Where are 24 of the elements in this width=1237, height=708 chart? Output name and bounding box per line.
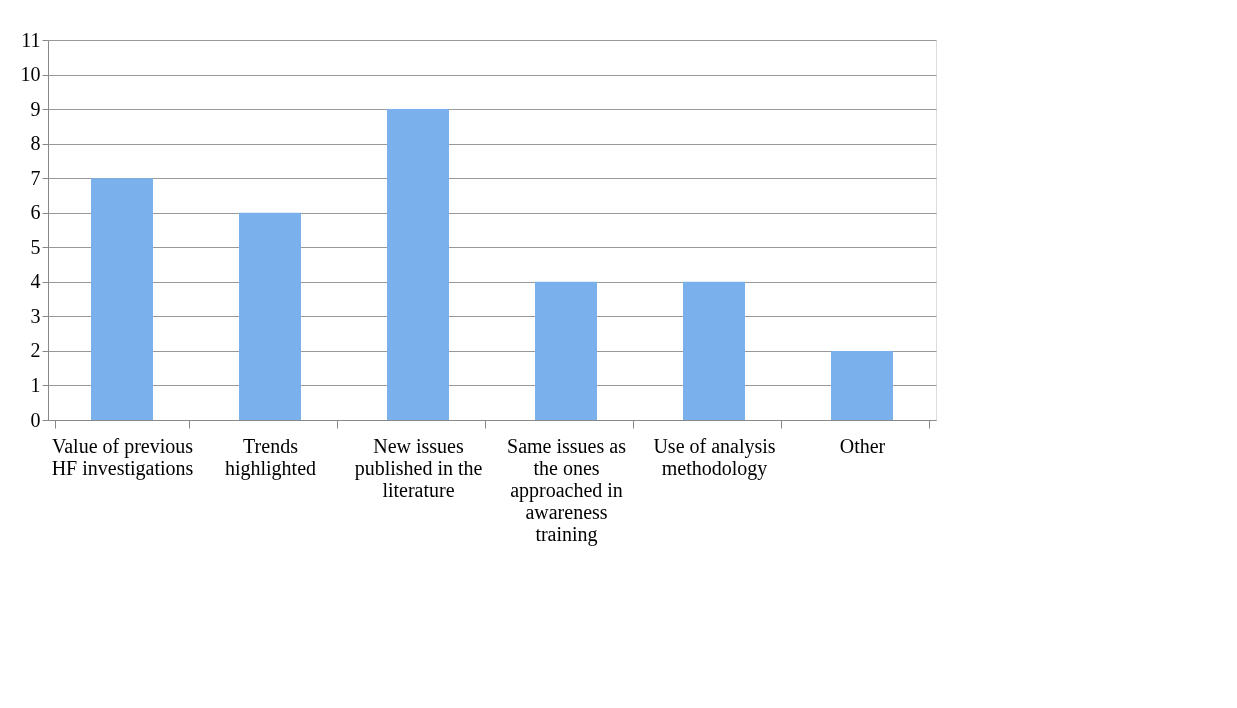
x-tick-label: Trends highlighted xyxy=(224,434,317,480)
y-tick-label: 0 xyxy=(30,408,41,431)
bar xyxy=(387,109,449,420)
x-tick-label: New issues published in the literature xyxy=(354,434,483,501)
bar xyxy=(91,178,153,420)
bar xyxy=(535,281,597,420)
y-tick-label: 6 xyxy=(30,201,41,224)
bar xyxy=(239,212,301,420)
x-tick-label: Use of analysis methodology xyxy=(653,434,776,480)
bar xyxy=(683,281,745,420)
x-tick-label: Same issues as the ones approached in awareness training xyxy=(507,434,627,546)
y-tick-label: 5 xyxy=(30,235,41,258)
y-tick-label: 8 xyxy=(30,132,41,155)
y-tick-label: 11 xyxy=(21,28,41,51)
y-tick-label: 2 xyxy=(30,339,41,362)
bar xyxy=(831,350,893,420)
y-tick-label: 3 xyxy=(30,304,41,327)
y-tick-label: 9 xyxy=(30,97,41,120)
y-tick-label: 1 xyxy=(30,373,41,396)
x-tick-label: Value of previous HF investigations xyxy=(51,434,194,480)
y-tick-label: 10 xyxy=(20,63,41,86)
y-tick-label: 4 xyxy=(30,270,41,293)
y-tick-label: 7 xyxy=(30,166,41,189)
x-tick-label: Other xyxy=(839,434,886,457)
